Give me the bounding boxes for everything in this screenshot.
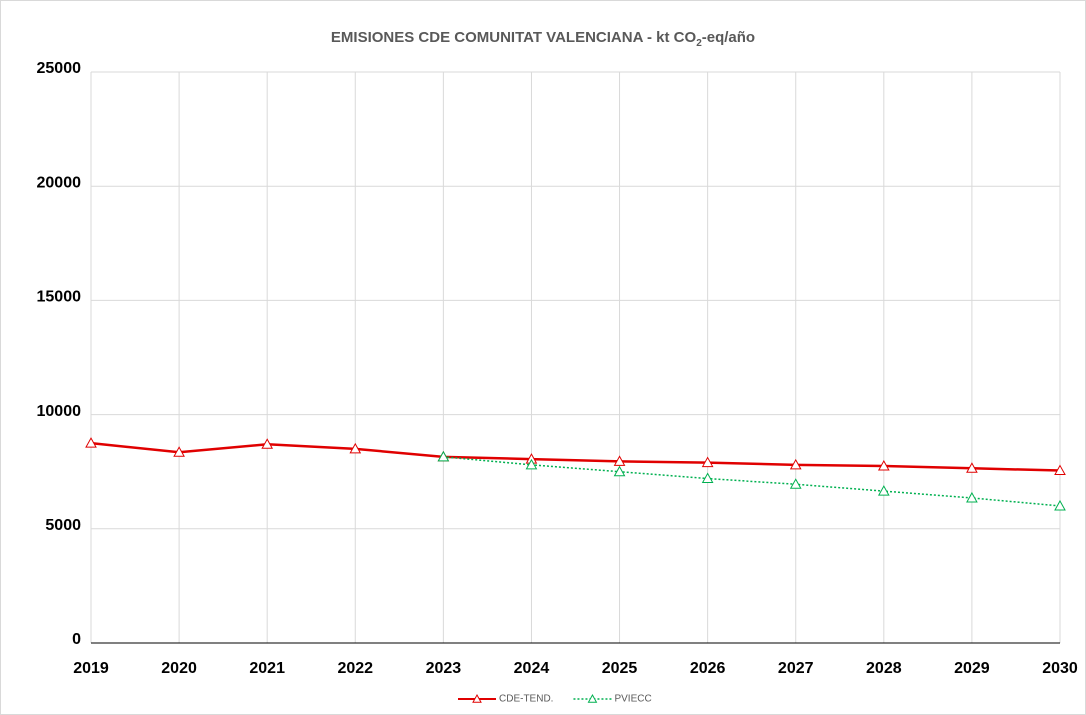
y-tick-label: 25000 <box>37 60 82 77</box>
y-tick-label: 20000 <box>37 174 82 191</box>
marker <box>349 442 362 454</box>
marker <box>877 485 890 496</box>
marker <box>701 472 714 484</box>
series-line <box>90 441 1061 472</box>
title-part: -eq/año <box>702 29 755 46</box>
y-tick-label: 0 <box>72 631 81 648</box>
x-tick-label: 2023 <box>426 660 462 677</box>
x-tick-label: 2019 <box>73 660 109 677</box>
marker <box>789 458 802 470</box>
marker <box>437 450 450 462</box>
legend-label: PVIECC <box>614 694 651 705</box>
marker <box>613 455 626 466</box>
legend-marker <box>472 693 482 703</box>
y-tick-label: 10000 <box>37 403 82 420</box>
marker <box>789 478 802 489</box>
x-tick-label: 2025 <box>602 660 638 677</box>
x-tick-label: 2030 <box>1042 660 1078 677</box>
legend-label: CDE-TEND. <box>499 694 553 705</box>
y-tick-label: 5000 <box>45 517 81 534</box>
x-tick-label: 2022 <box>337 660 373 677</box>
x-tick-label: 2027 <box>778 660 814 677</box>
x-tick-label: 2026 <box>690 660 726 677</box>
title-subscript: 2 <box>696 38 702 49</box>
marker <box>701 456 714 468</box>
x-tick-label: 2029 <box>954 660 990 677</box>
series-line <box>443 456 1061 507</box>
marker <box>613 465 626 477</box>
marker <box>525 458 538 470</box>
x-tick-label: 2021 <box>249 660 285 677</box>
marker <box>877 459 890 471</box>
y-tick-label: 15000 <box>37 289 82 306</box>
marker <box>173 446 185 457</box>
marker <box>1054 464 1066 476</box>
x-tick-label: 2028 <box>866 660 902 677</box>
marker <box>966 462 978 473</box>
title-part: EMISIONES CDE COMUNITAT VALENCIANA - kt … <box>331 29 697 46</box>
x-tick-label: 2020 <box>161 660 197 677</box>
marker <box>85 437 97 448</box>
chart-title: EMISIONES CDE COMUNITAT VALENCIANA - kt … <box>331 29 755 49</box>
x-tick-label: 2024 <box>514 660 550 677</box>
marker <box>1054 499 1066 511</box>
marker <box>261 438 274 449</box>
legend-marker <box>587 693 598 703</box>
marker <box>966 491 978 503</box>
